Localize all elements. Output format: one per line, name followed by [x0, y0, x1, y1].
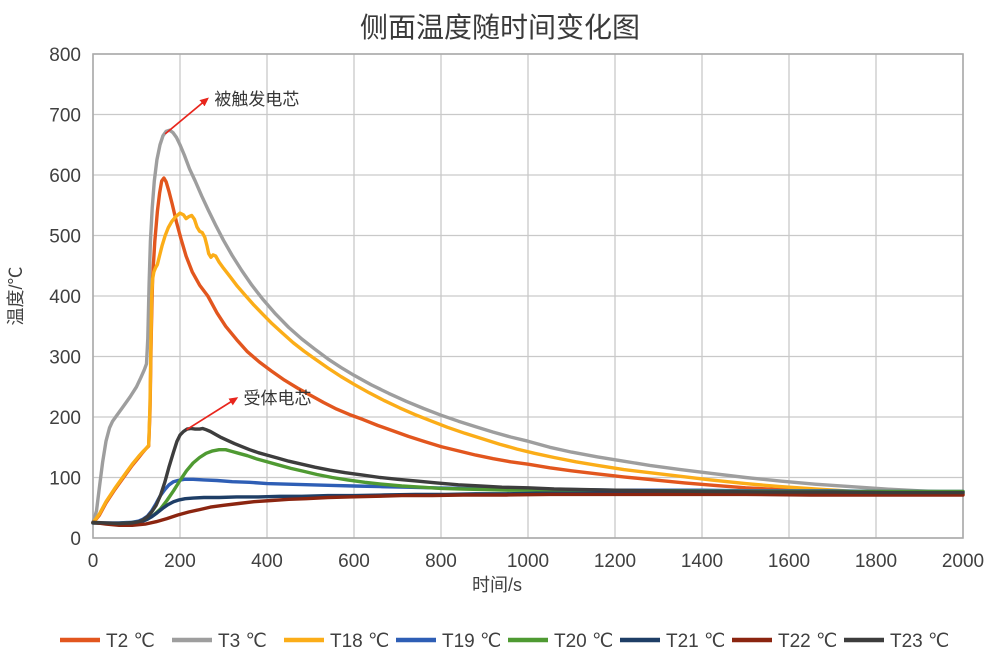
legend-item-T2: T2 ℃: [60, 631, 155, 652]
legend-label-T20: T20 ℃: [554, 631, 613, 652]
y-tick-500: 500: [49, 227, 81, 248]
y-tick-700: 700: [49, 106, 81, 127]
x-tick-200: 200: [164, 551, 196, 572]
legend-label-T3: T3 ℃: [218, 631, 267, 652]
x-tick-0: 0: [88, 551, 99, 572]
x-tick-2000: 2000: [942, 551, 984, 572]
x-tick-400: 400: [251, 551, 283, 572]
y-tick-600: 600: [49, 166, 81, 187]
legend-label-T21: T21 ℃: [666, 631, 725, 652]
legend-item-T22: T22 ℃: [732, 631, 837, 652]
legend-item-T3: T3 ℃: [172, 631, 267, 652]
y-tick-800: 800: [49, 45, 81, 66]
x-tick-1600: 1600: [768, 551, 810, 572]
legend-label-T19: T19 ℃: [442, 631, 501, 652]
x-tick-1400: 1400: [681, 551, 723, 572]
legend-label-T2: T2 ℃: [106, 631, 155, 652]
data-series: [91, 128, 965, 527]
annotation-arrow-1: [186, 397, 239, 431]
series-T22: [91, 492, 965, 527]
legend-label-T23: T23 ℃: [890, 631, 949, 652]
y-tick-300: 300: [49, 348, 81, 369]
y-tick-0: 0: [70, 529, 81, 550]
x-tick-1200: 1200: [594, 551, 636, 572]
y-axis-title: 温度/℃: [6, 266, 26, 325]
legend-item-T19: T19 ℃: [396, 631, 501, 652]
annotation-arrow-0: [164, 97, 209, 135]
y-tick-200: 200: [49, 408, 81, 429]
legend-item-T23: T23 ℃: [844, 631, 949, 652]
x-tick-800: 800: [425, 551, 457, 572]
gridlines: [92, 53, 964, 539]
annotation-label-1: 受体电芯: [244, 389, 312, 408]
axis-ticks: 0 100 200 300 400 500 600 700 800 0 200 400 600 800 10…: [49, 45, 984, 572]
series-T23: [91, 426, 965, 526]
x-tick-1000: 1000: [507, 551, 549, 572]
series-T20: [91, 448, 965, 526]
legend-label-T18: T18 ℃: [330, 631, 389, 652]
x-tick-1800: 1800: [855, 551, 897, 572]
series-T18: [91, 211, 965, 525]
annotation-label-0: 被触发电芯: [214, 90, 299, 109]
legend-item-T21: T21 ℃: [620, 631, 725, 652]
chart-title: 侧面温度随时间变化图: [360, 12, 640, 43]
y-tick-100: 100: [49, 469, 81, 490]
legend-item-T20: T20 ℃: [508, 631, 613, 652]
legend: T2 ℃ T3 ℃ T18 ℃ T19 ℃ T20 ℃ T21 ℃ T22 ℃ T23 ℃: [60, 631, 949, 652]
y-tick-400: 400: [49, 287, 81, 308]
legend-label-T22: T22 ℃: [778, 631, 837, 652]
legend-item-T18: T18 ℃: [284, 631, 389, 652]
series-T3: [91, 128, 965, 525]
x-axis-title: 时间/s: [472, 575, 522, 595]
x-tick-600: 600: [338, 551, 370, 572]
